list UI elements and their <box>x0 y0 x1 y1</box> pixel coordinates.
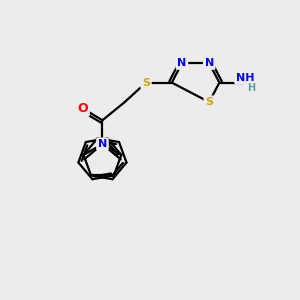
Text: N: N <box>177 58 187 68</box>
Text: H: H <box>247 82 255 93</box>
Text: O: O <box>77 102 88 115</box>
Text: S: S <box>205 97 213 107</box>
Text: N: N <box>98 139 107 149</box>
Text: NH: NH <box>236 73 254 83</box>
Text: S: S <box>142 78 150 88</box>
Text: N: N <box>205 58 214 68</box>
